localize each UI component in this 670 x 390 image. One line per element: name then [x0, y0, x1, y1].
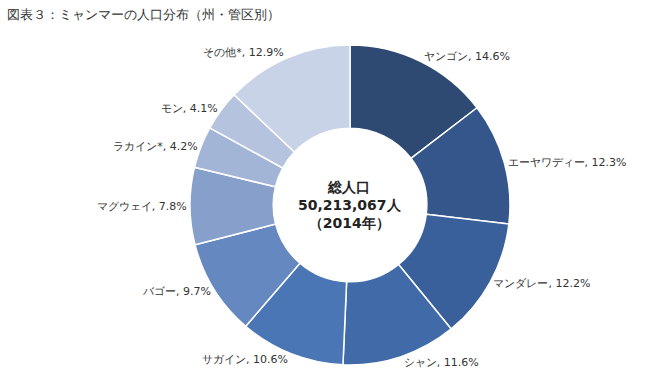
- svg-text:バゴー, 9.7%: バゴー, 9.7%: [142, 285, 211, 298]
- svg-text:総人口50,213,067人（2014年）: 総人口50,213,067人（2014年）: [298, 179, 402, 231]
- svg-text:サガイン, 10.6%: サガイン, 10.6%: [202, 353, 288, 366]
- svg-text:マグウェイ, 7.8%: マグウェイ, 7.8%: [97, 200, 187, 213]
- svg-text:エーヤワディー, 12.3%: エーヤワディー, 12.3%: [508, 156, 627, 169]
- svg-text:マンダレー, 12.2%: マンダレー, 12.2%: [493, 277, 590, 290]
- svg-text:シャン, 11.6%: シャン, 11.6%: [404, 356, 479, 369]
- svg-text:その他*, 12.9%: その他*, 12.9%: [203, 46, 283, 59]
- svg-text:図表３：ミャンマーの人口分布（州・管区別）: 図表３：ミャンマーの人口分布（州・管区別）: [7, 7, 280, 22]
- svg-text:モン, 4.1%: モン, 4.1%: [161, 102, 218, 115]
- svg-text:ヤンゴン, 14.6%: ヤンゴン, 14.6%: [424, 50, 510, 63]
- svg-text:ラカイン*, 4.2%: ラカイン*, 4.2%: [113, 140, 197, 153]
